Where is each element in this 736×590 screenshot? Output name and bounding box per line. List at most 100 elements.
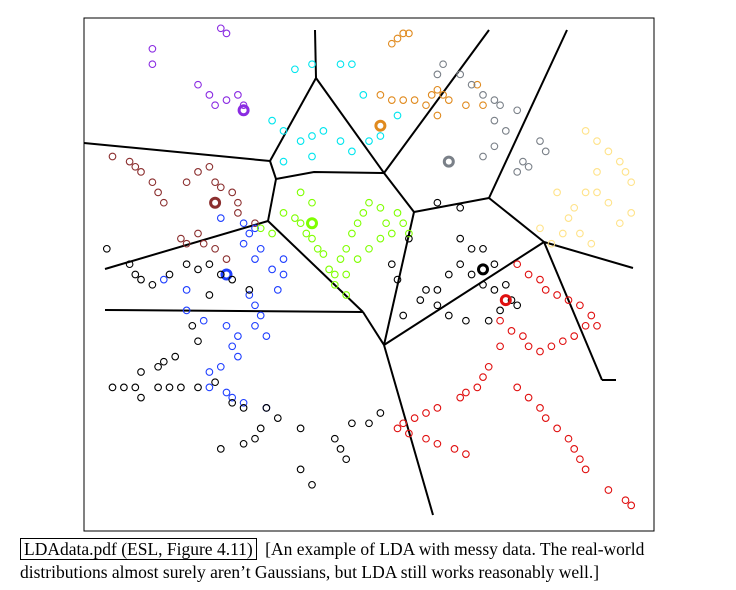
- data-point: [268, 265, 276, 274]
- boundary-line: [488, 29, 568, 199]
- data-point: [444, 311, 453, 320]
- data-point: [199, 316, 208, 325]
- data-point: [211, 244, 219, 253]
- data-point: [251, 321, 259, 330]
- data-point: [524, 393, 533, 402]
- data-point: [536, 224, 544, 233]
- data-point: [576, 455, 584, 464]
- data-point: [222, 321, 231, 330]
- data-point: [564, 296, 573, 304]
- boundary-line: [267, 178, 277, 222]
- data-point: [519, 157, 527, 166]
- data-point: [256, 244, 265, 253]
- data-point: [291, 214, 299, 222]
- data-point: [558, 229, 567, 238]
- data-point: [570, 445, 579, 453]
- data-point: [296, 219, 305, 228]
- data-point: [188, 321, 197, 330]
- data-point: [302, 229, 311, 238]
- data-point: [433, 70, 442, 79]
- data-point: [234, 332, 242, 340]
- data-point: [313, 244, 322, 253]
- data-point: [194, 337, 202, 346]
- data-point: [399, 96, 408, 104]
- data-point: [228, 393, 237, 402]
- data-point: [581, 127, 590, 135]
- boundary-line: [383, 29, 490, 174]
- data-point: [165, 383, 174, 392]
- data-point: [154, 188, 162, 197]
- data-point: [558, 337, 567, 346]
- data-point: [308, 480, 316, 489]
- data-point: [439, 91, 447, 99]
- class-centroid: [220, 268, 233, 281]
- data-point: [222, 29, 231, 38]
- data-point: [433, 286, 442, 294]
- data-point: [593, 168, 601, 176]
- data-point: [524, 342, 533, 351]
- boundary-line: [413, 197, 490, 213]
- data-point: [382, 219, 390, 228]
- data-point: [615, 157, 624, 166]
- data-point: [125, 260, 134, 269]
- data-point: [348, 229, 356, 238]
- data-point: [308, 234, 316, 243]
- data-point: [490, 142, 499, 151]
- data-point: [456, 234, 465, 243]
- data-point: [501, 127, 510, 135]
- data-point: [325, 265, 333, 274]
- data-point: [422, 434, 430, 443]
- data-point: [444, 270, 453, 279]
- data-point: [148, 280, 157, 289]
- data-point: [245, 286, 254, 294]
- data-point: [507, 327, 516, 335]
- data-point: [467, 80, 476, 89]
- data-point: [336, 445, 345, 453]
- boundary-line: [267, 220, 364, 313]
- data-point: [490, 96, 499, 104]
- data-point: [393, 34, 402, 43]
- data-point: [593, 188, 601, 197]
- data-point: [490, 286, 499, 294]
- data-point: [587, 239, 596, 248]
- data-point: [182, 306, 191, 315]
- class-centroid: [442, 155, 455, 168]
- data-point: [405, 29, 413, 38]
- data-point: [479, 244, 487, 253]
- data-point: [433, 111, 442, 120]
- data-point: [234, 352, 242, 361]
- data-point: [496, 101, 504, 110]
- class-centroid: [306, 217, 318, 230]
- data-point: [410, 96, 419, 104]
- boundary-line: [543, 241, 603, 381]
- data-point: [330, 270, 339, 279]
- data-point: [490, 116, 499, 125]
- data-point: [234, 209, 242, 217]
- data-point: [120, 383, 128, 392]
- data-point: [627, 178, 636, 187]
- data-point: [541, 147, 550, 156]
- boundary-line: [314, 29, 317, 79]
- data-point: [137, 168, 145, 176]
- data-point: [279, 255, 288, 263]
- data-point: [291, 65, 299, 74]
- data-point: [171, 352, 180, 361]
- data-point: [239, 219, 248, 228]
- data-point: [581, 321, 590, 330]
- data-point: [148, 44, 157, 53]
- data-point: [570, 203, 579, 212]
- data-point: [387, 96, 396, 104]
- data-point: [593, 137, 601, 145]
- data-point: [194, 265, 202, 274]
- data-point: [137, 275, 145, 284]
- data-point: [479, 373, 487, 381]
- data-point: [456, 260, 465, 269]
- data-point: [484, 362, 493, 371]
- data-point: [251, 434, 259, 443]
- data-point: [479, 280, 487, 289]
- data-point: [296, 424, 305, 433]
- data-point: [262, 404, 271, 412]
- boundary-line: [104, 309, 364, 313]
- data-point: [273, 414, 282, 422]
- data-point: [541, 414, 550, 422]
